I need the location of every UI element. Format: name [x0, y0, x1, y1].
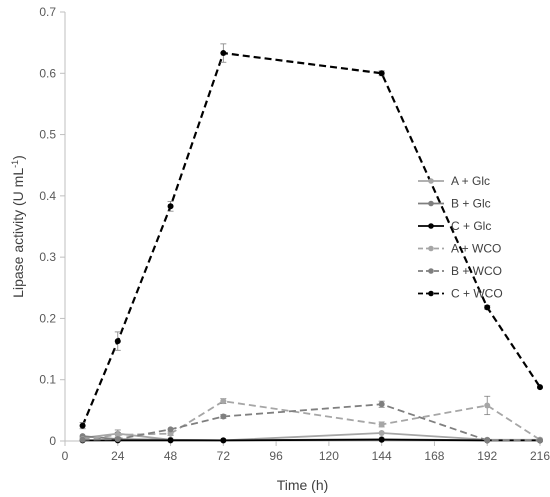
legend-label: B + WCO — [451, 264, 502, 278]
legend-item: A + WCO — [418, 242, 501, 256]
x-tick-label: 96 — [269, 449, 283, 463]
data-point — [114, 436, 121, 443]
y-axis-title-close: ) — [10, 155, 26, 160]
x-tick-label: 48 — [164, 449, 178, 463]
legend-item: B + Glc — [418, 197, 491, 211]
legend-label: A + WCO — [451, 242, 501, 256]
data-point — [167, 203, 174, 210]
data-point — [378, 430, 385, 437]
y-axis-title-main: Lipase activity (U mL — [10, 168, 26, 298]
data-point — [378, 401, 385, 408]
legend-label: B + Glc — [451, 197, 491, 211]
data-point — [79, 436, 86, 443]
legend-label: A + Glc — [451, 174, 490, 188]
y-tick-label: 0.4 — [39, 189, 56, 203]
legend-item: A + Glc — [418, 174, 490, 188]
y-tick-label: 0.5 — [39, 128, 56, 142]
data-point — [378, 436, 385, 443]
data-point — [114, 338, 121, 345]
data-point — [220, 398, 227, 405]
legend-item: C + Glc — [418, 219, 491, 233]
y-axis-title: Lipase activity (U mL-1) — [10, 155, 26, 298]
data-point — [484, 437, 491, 444]
series-5 — [79, 400, 543, 444]
series-6 — [79, 43, 543, 430]
legend-item: B + WCO — [418, 264, 502, 278]
data-point — [537, 437, 543, 444]
x-tick-label: 144 — [372, 449, 392, 463]
data-point — [537, 384, 543, 391]
y-tick-label: 0.2 — [39, 311, 56, 325]
y-ticks: 0 0.1 0.2 0.3 0.4 0.5 0.6 0.7 — [39, 5, 65, 448]
data-point — [484, 304, 491, 311]
y-tick-label: 0.3 — [39, 250, 56, 264]
y-tick-label: 0.7 — [39, 5, 56, 19]
x-tick-label: 192 — [477, 449, 497, 463]
data-point — [484, 402, 491, 409]
y-tick-label: 0.6 — [39, 66, 56, 80]
series-layer — [79, 43, 543, 444]
data-point — [378, 421, 385, 428]
x-tick-label: 168 — [424, 449, 444, 463]
x-tick-label: 216 — [530, 449, 550, 463]
data-point — [167, 437, 174, 444]
series-line — [81, 51, 541, 427]
data-point — [378, 70, 385, 77]
legend-label: C + WCO — [451, 287, 503, 301]
data-point — [220, 413, 227, 420]
data-point — [79, 422, 86, 429]
data-point — [167, 430, 174, 437]
y-tick-label: 0.1 — [39, 373, 56, 387]
x-ticks: 0 24 48 72 96 120 144 168 192 216 — [62, 441, 550, 463]
legend-item: C + WCO — [418, 287, 503, 301]
legend-swatch-marker — [428, 290, 434, 297]
y-axis-title-sup: -1 — [10, 160, 20, 168]
series-line — [82, 438, 540, 442]
series-line — [82, 400, 541, 441]
data-point — [114, 431, 121, 438]
legend: A + Glc B + Glc C + Glc A + WCO B + WCO C + W… — [418, 174, 503, 301]
x-tick-label: 24 — [111, 449, 125, 463]
legend-swatch-marker — [428, 178, 434, 184]
legend-swatch-marker — [428, 200, 434, 207]
legend-swatch-marker — [428, 268, 434, 274]
data-point — [220, 437, 227, 444]
legend-swatch-marker — [428, 245, 434, 252]
legend-swatch-marker — [428, 223, 434, 229]
data-point — [220, 50, 227, 57]
x-axis-title: Time (h) — [277, 477, 329, 493]
data-point — [167, 426, 174, 433]
x-tick-label: 72 — [217, 449, 231, 463]
legend-label: C + Glc — [451, 219, 491, 233]
x-tick-label: 0 — [62, 449, 69, 463]
y-tick-label: 0 — [49, 434, 56, 448]
x-tick-label: 120 — [319, 449, 339, 463]
